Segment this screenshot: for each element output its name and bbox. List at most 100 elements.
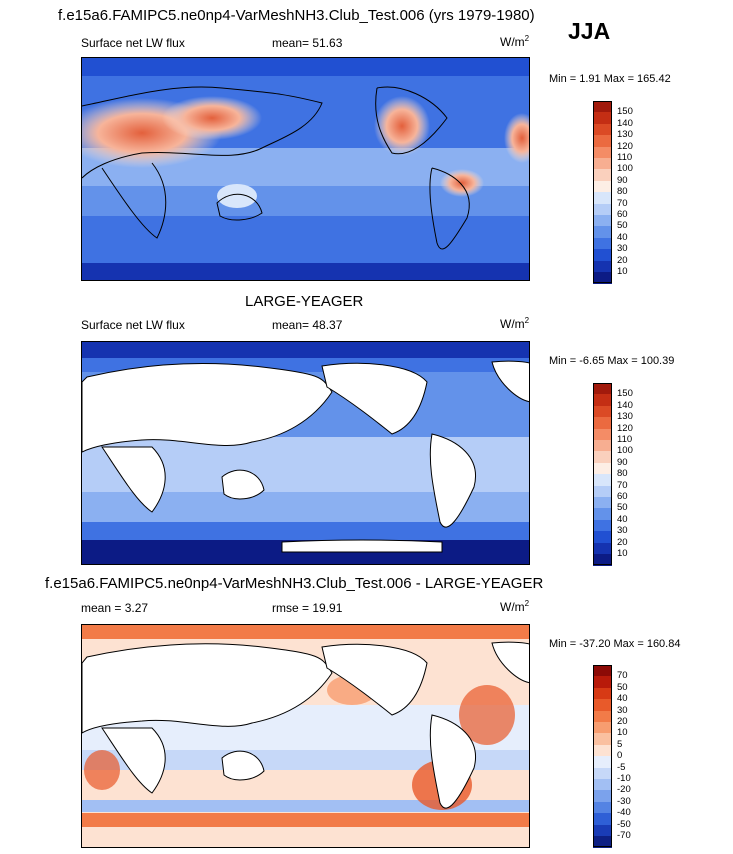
colorbar-tick-label: 50 [617,681,628,693]
colorbar-swatch [593,440,612,452]
colorbar-tick-label: 10 [617,548,628,559]
colorbar-tick-label: 140 [617,117,633,129]
colorbar-tick-label: 50 [617,502,628,514]
colorbar-swatch [593,146,612,159]
colorbar-swatch [593,237,612,250]
colorbar-tick-label: 80 [617,186,628,198]
colorbar-swatch [593,554,612,566]
colorbar-tick-label: 20 [617,254,628,266]
colorbar-tick-label: 130 [617,129,633,141]
colorbar-tick-label: 110 [617,152,633,163]
colorbar-tick-label: 120 [617,422,633,434]
colorbar-swatch [593,665,612,677]
colorbar-tick-label: 150 [617,106,633,118]
colorbar-tick-label: 10 [617,266,628,277]
colorbar-swatch [593,779,612,791]
panel1-units-label: W/m2 [500,34,530,49]
colorbar-swatch [593,203,612,216]
colorbar-swatch [593,112,612,125]
colorbar-swatch [593,497,612,509]
colorbar-tick-label: 60 [617,209,628,220]
colorbar-swatch [593,801,612,814]
colorbar-tick-label: 30 [617,525,628,537]
panel3-title: f.e15a6.FAMIPC5.ne0np4-VarMeshNH3.Club_T… [45,575,544,592]
colorbar-tick-label: 5 [617,738,623,750]
panel3-units-label: W/m2 [500,599,530,614]
colorbar-tick-label: 70 [617,197,628,209]
panel2-map [81,341,530,565]
colorbar-tick-label: 20 [617,716,628,727]
colorbar-swatch [593,519,612,532]
panel1-mean-label: mean= 51.63 [272,36,343,50]
colorbar-swatch [593,101,612,113]
colorbar-tick-label: 40 [617,513,628,525]
colorbar-tick-label: 80 [617,468,628,480]
colorbar-swatch [593,428,612,441]
colorbar-swatch [593,215,612,227]
colorbar-swatch [593,531,612,544]
colorbar-tick-label: 100 [617,445,633,457]
colorbar-swatch [593,542,612,555]
panel2-units-label: W/m2 [500,316,530,331]
colorbar-tick-label: 60 [617,491,628,502]
colorbar-swatch [593,123,612,136]
colorbar-tick-label: 0 [617,750,623,762]
colorbar-swatch [593,462,612,475]
colorbar-tick-label: -20 [617,784,631,796]
panel2-mean-label: mean= 48.37 [272,318,343,332]
colorbar-swatch [593,824,612,837]
colorbar-swatch [593,836,612,848]
colorbar-swatch [593,405,612,418]
colorbar-tick-label: 90 [617,456,628,468]
colorbar-swatch [593,249,612,262]
colorbar-swatch [593,383,612,395]
colorbar-tick-label: -5 [617,761,626,773]
colorbar-tick-label: 30 [617,704,628,716]
colorbar-tick-label: 40 [617,693,628,705]
colorbar-swatch [593,676,612,689]
panel3-rmse-label: rmse = 19.91 [272,601,343,615]
colorbar-swatch [593,733,612,746]
panel2-variable-label: Surface net LW flux [81,318,185,332]
colorbar-tick-label: -50 [617,818,631,830]
colorbar-tick-label: 30 [617,243,628,255]
colorbar-swatch [593,508,612,521]
panel3-minmax: Min = -37.20 Max = 160.84 [549,638,681,650]
panel3-map [81,624,530,848]
colorbar-swatch [593,722,612,734]
colorbar-tick-label: -40 [617,807,631,819]
colorbar-swatch [593,192,612,205]
panel2-title: LARGE-YEAGER [245,293,364,310]
colorbar-tick-label: 140 [617,399,633,411]
colorbar-tick-label: 110 [617,434,633,445]
panel1-variable-label: Surface net LW flux [81,36,185,50]
panel1-minmax: Min = 1.91 Max = 165.42 [549,73,671,85]
colorbar-swatch [593,260,612,273]
colorbar-tick-label: -30 [617,795,631,807]
colorbar-swatch [593,394,612,407]
colorbar-swatch [593,451,612,464]
colorbar-border [593,383,612,566]
colorbar-swatch [593,417,612,430]
colorbar-swatch [593,226,612,239]
panel1-map [81,57,530,281]
colorbar-tick-label: 70 [617,670,628,682]
colorbar-swatch [593,813,612,826]
colorbar-tick-label: 70 [617,479,628,491]
colorbar-tick-label: 40 [617,231,628,243]
panel2-minmax: Min = -6.65 Max = 100.39 [549,355,675,367]
colorbar-swatch [593,710,612,723]
colorbar-swatch [593,272,612,284]
colorbar-swatch [593,699,612,712]
colorbar-swatch [593,790,612,803]
colorbar-swatch [593,169,612,182]
colorbar-tick-label: 150 [617,388,633,400]
colorbar-swatch [593,744,612,757]
season-label: JJA [568,18,611,44]
figure-title: f.e15a6.FAMIPC5.ne0np4-VarMeshNH3.Club_T… [58,7,535,24]
colorbar-tick-label: 100 [617,163,633,175]
colorbar-swatch [593,767,612,780]
colorbar-border [593,101,612,284]
colorbar-tick-label: 20 [617,536,628,548]
colorbar-swatch [593,135,612,148]
